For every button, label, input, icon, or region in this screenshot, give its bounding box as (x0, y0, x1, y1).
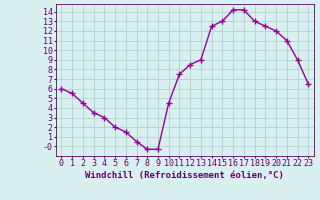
X-axis label: Windchill (Refroidissement éolien,°C): Windchill (Refroidissement éolien,°C) (85, 171, 284, 180)
